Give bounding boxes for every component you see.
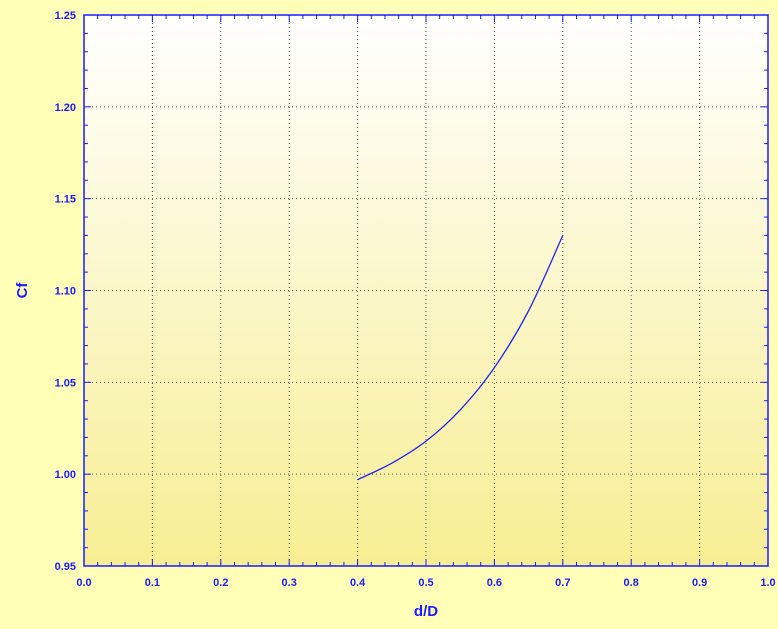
series-layer xyxy=(357,235,564,481)
y-tick-label: 1.15 xyxy=(55,194,76,206)
x-tick-label: 0.5 xyxy=(418,577,433,589)
x-tick-label: 0.0 xyxy=(76,577,91,589)
series-line-1 xyxy=(357,235,564,481)
y-axis-label: Cf xyxy=(14,282,31,299)
x-tick-label: 0.1 xyxy=(145,577,160,589)
x-tick-label: 0.6 xyxy=(487,577,502,589)
x-tick-label: 0.4 xyxy=(350,577,366,589)
y-tick-label: 1.10 xyxy=(55,286,76,298)
x-tick-label: 0.8 xyxy=(624,577,639,589)
y-tick-label: 1.25 xyxy=(55,10,76,22)
x-tick-label: 0.3 xyxy=(282,577,297,589)
y-tick-label: 1.05 xyxy=(55,377,76,389)
x-tick-label: 0.2 xyxy=(213,577,228,589)
x-tick-label: 0.7 xyxy=(555,577,570,589)
x-tick-label: 0.9 xyxy=(692,577,707,589)
x-tick-label: 1.0 xyxy=(760,577,775,589)
axis-ticks: 0.0 0.1 0.2 0.3 0.4 0.5 0.6 0.7 0.8 0.9 1.0 0.95 1.0… xyxy=(55,10,776,589)
y-tick-label: 1.00 xyxy=(55,469,76,481)
y-tick-label: 0.95 xyxy=(55,561,76,573)
plot-area xyxy=(84,15,768,566)
y-tick-label: 1.20 xyxy=(55,102,76,114)
x-axis-label: d/D xyxy=(414,603,438,620)
